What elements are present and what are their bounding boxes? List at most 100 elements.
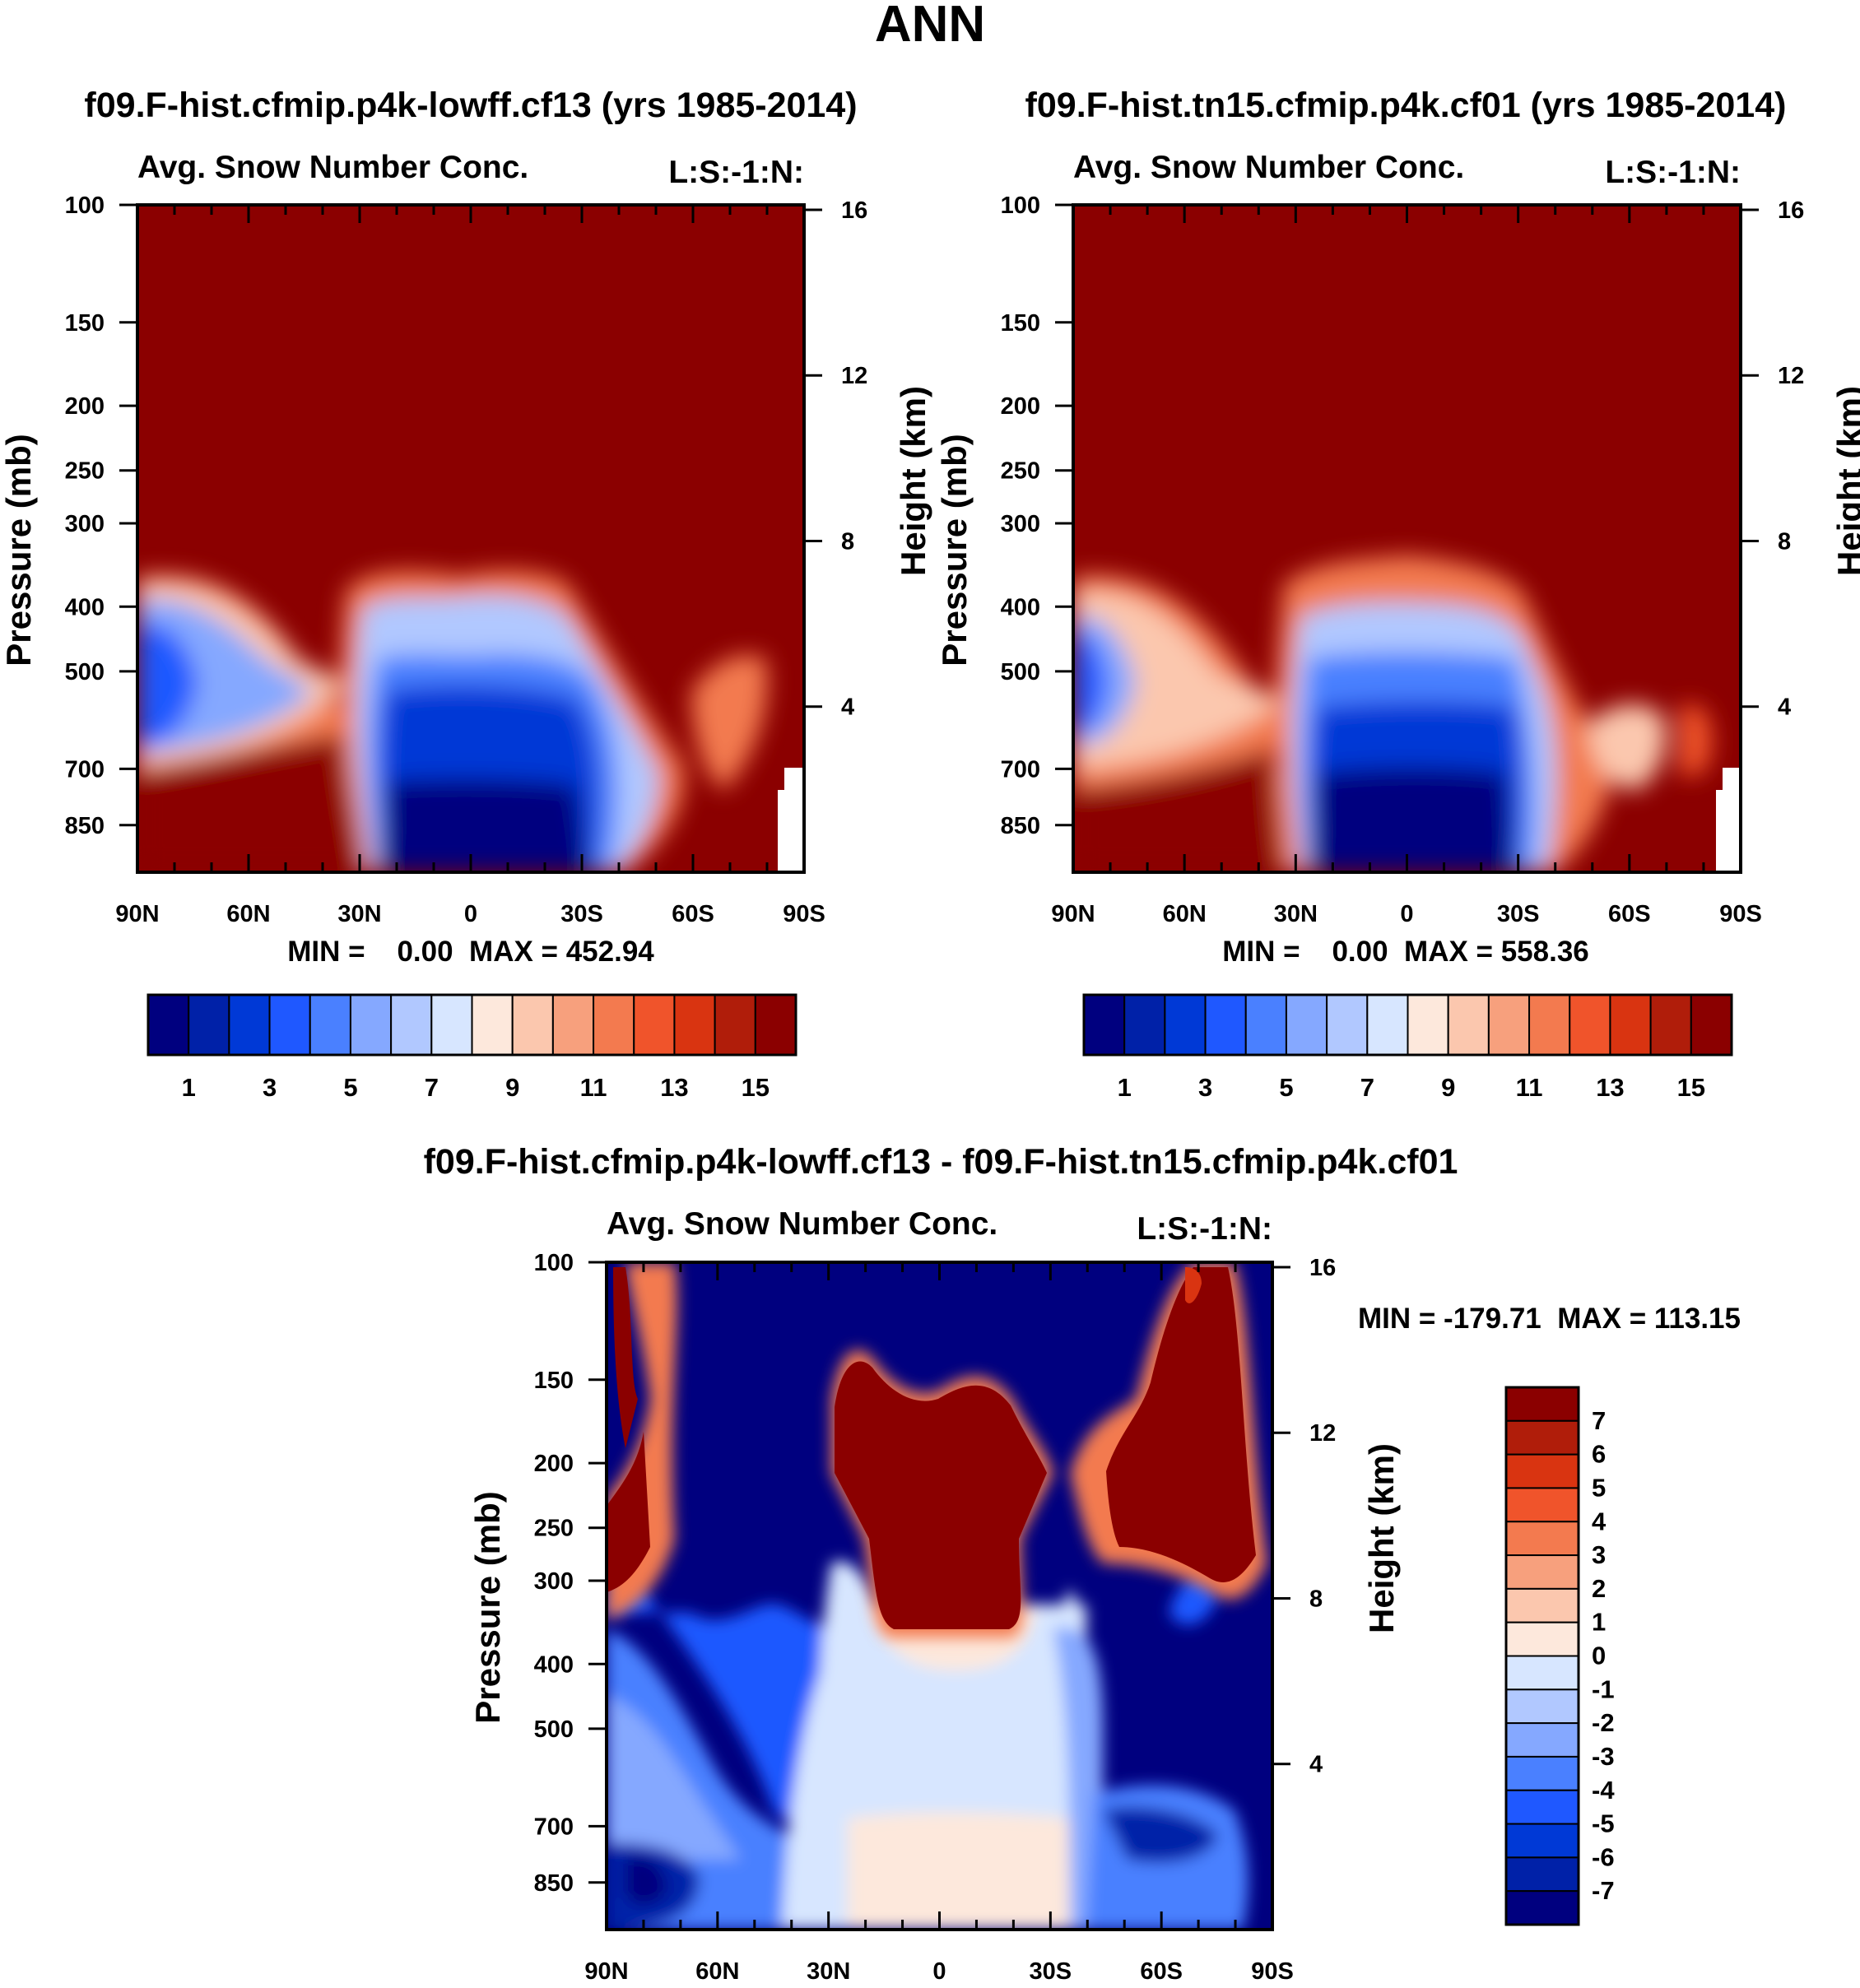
colorbar-swatch [1505, 1453, 1579, 1489]
colorbar-swatch [349, 994, 393, 1056]
colorbar-label: 15 [742, 1073, 770, 1102]
y-tick-label: 400 [534, 1651, 574, 1678]
colorbar-label: 13 [660, 1073, 688, 1102]
y2-tick-label: 12 [1309, 1420, 1336, 1447]
colorbar-swatch [1505, 1554, 1579, 1590]
colorbar-swatch [1505, 1521, 1579, 1557]
y-tick-label: 250 [534, 1516, 574, 1542]
y2-tick-label: 8 [841, 528, 854, 555]
y-tick-label: 700 [1001, 756, 1040, 783]
x-tick-label: 30N [337, 901, 381, 927]
x-tick-label: 0 [1400, 901, 1413, 927]
y-tick-label: 300 [534, 1568, 574, 1595]
colorbar-swatch [1505, 1621, 1579, 1657]
y-tick-label: 300 [65, 511, 105, 537]
y-tick-label: 150 [65, 310, 105, 337]
y2-axis-label: Height (km) [1362, 1443, 1401, 1633]
colorbar-swatch [673, 994, 716, 1056]
colorbar-label: 5 [343, 1073, 357, 1102]
colorbar-label: 11 [580, 1073, 607, 1102]
colorbar-swatch [511, 994, 554, 1056]
colorbar-swatch [1366, 994, 1409, 1056]
contour-field-right [1073, 205, 1741, 872]
colorbar-swatch [188, 994, 230, 1056]
panel-left: f09.F-hist.cfmip.p4k-lowff.cf13 (yrs 198… [0, 86, 932, 1102]
colorbar-label: 4 [1592, 1507, 1607, 1535]
colorbar-label: -1 [1592, 1674, 1615, 1703]
colorbar-swatch [1505, 1688, 1579, 1725]
x-tick-label: 60S [672, 901, 714, 927]
y-tick-label: 400 [65, 594, 105, 620]
y-tick-label: 700 [534, 1814, 574, 1840]
colorbar-swatch [1505, 1856, 1579, 1893]
y2-tick-label: 4 [1309, 1752, 1323, 1778]
colorbar-swatch [430, 994, 473, 1056]
colorbar-swatch [228, 994, 271, 1056]
x-tick-label: 30S [1030, 1958, 1072, 1985]
y-tick-label: 150 [534, 1368, 574, 1394]
variable-title-right: Avg. Snow Number Conc. [1073, 150, 1464, 185]
x-tick-label: 90N [1051, 901, 1095, 927]
colorbar-swatch [1505, 1487, 1579, 1523]
colorbar-swatch [1569, 994, 1611, 1056]
y2-tick-label: 12 [1778, 363, 1804, 389]
colorbar-swatch [754, 994, 797, 1056]
y2-axis-label: Height (km) [1830, 386, 1860, 576]
colorbar-difference: 7 6 5 4 3 2 1 0 -1 -2 -3 -4 -5 -6 -7 [1504, 1386, 1615, 1926]
colorbar-label: 5 [1279, 1073, 1293, 1102]
variable-title-left: Avg. Snow Number Conc. [137, 150, 528, 185]
colorbar-swatch [593, 994, 635, 1056]
colorbar-label: -3 [1592, 1742, 1615, 1771]
colorbar-label: 6 [1592, 1440, 1606, 1469]
colorbar-label: 7 [1360, 1073, 1374, 1102]
y-tick-label: 500 [1001, 659, 1040, 685]
colorbar-swatch [1407, 994, 1449, 1056]
y-tick-label: 700 [65, 756, 105, 783]
axes-right: 90N 60N 30N 0 30S 60S 90S 100 150 200 250 300 400 500… [935, 193, 1860, 927]
y-tick-label: 200 [1001, 393, 1040, 420]
contour-field-difference [607, 1262, 1272, 1930]
colorbar-swatch [1505, 1722, 1579, 1758]
x-tick-label: 0 [464, 901, 477, 927]
y2-tick-label: 4 [1778, 694, 1791, 721]
variable-title-difference: Avg. Snow Number Conc. [607, 1206, 997, 1242]
colorbar-label: 11 [1516, 1073, 1543, 1102]
y-tick-label: 100 [65, 193, 105, 219]
x-tick-label: 90S [1719, 901, 1762, 927]
colorbar-swatch [1528, 994, 1571, 1056]
x-tick-label: 30N [807, 1958, 850, 1985]
y-tick-label: 850 [65, 813, 105, 839]
x-tick-label: 30S [1497, 901, 1540, 927]
colorbar-label: 2 [1592, 1574, 1606, 1603]
colorbar-label: -6 [1592, 1842, 1615, 1871]
colorbar-swatch [1447, 994, 1490, 1056]
y-tick-label: 200 [65, 393, 105, 420]
colorbar-label: -2 [1592, 1708, 1615, 1737]
stats-label-difference: MIN = -179.71 MAX = 113.15 [1358, 1303, 1741, 1335]
code-label-left: L:S:-1:N: [668, 155, 804, 190]
colorbar-frame [1082, 993, 1733, 1057]
x-tick-label: 60N [226, 901, 270, 927]
colorbar-swatch [1505, 1789, 1579, 1825]
colorbar-label: 9 [1441, 1073, 1455, 1102]
colorbar-swatch [1285, 994, 1328, 1056]
y-axis-label: Pressure (mb) [935, 434, 974, 666]
colorbar-swatch [714, 994, 756, 1056]
panel-difference: f09.F-hist.cfmip.p4k-lowff.cf13 - f09.F-… [424, 1142, 1741, 1985]
colorbar-label: -7 [1592, 1876, 1615, 1905]
y-tick-label: 200 [534, 1451, 574, 1477]
colorbar-swatch [1690, 994, 1732, 1056]
x-tick-label: 60N [1163, 901, 1207, 927]
x-tick-label: 90N [584, 1958, 628, 1985]
x-tick-label: 60S [1608, 901, 1651, 927]
stats-label-right: MIN = 0.00 MAX = 558.36 [1222, 936, 1589, 968]
code-label-right: L:S:-1:N: [1605, 155, 1741, 190]
colorbar-swatch [309, 994, 351, 1056]
x-tick-label: 30N [1274, 901, 1318, 927]
y2-tick-label: 8 [1778, 528, 1791, 555]
colorbar-swatch [1164, 994, 1207, 1056]
y-tick-label: 100 [534, 1250, 574, 1276]
colorbar-swatch [1505, 1890, 1579, 1925]
colorbar-swatch [633, 994, 676, 1056]
y2-tick-label: 16 [1778, 197, 1804, 224]
